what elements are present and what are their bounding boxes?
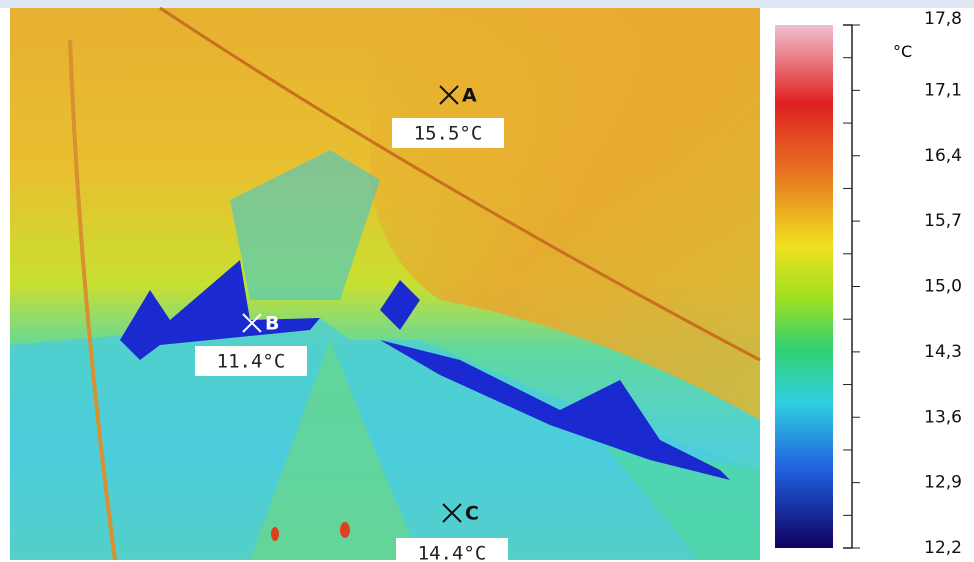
- tick-label: 14,3: [924, 342, 962, 362]
- tick-label: 12,9: [924, 473, 962, 493]
- tick-label: 16,4: [924, 146, 962, 166]
- tick-label: 13,6: [924, 407, 962, 427]
- tick-label: 15,7: [924, 211, 962, 231]
- color-scale: [775, 25, 833, 548]
- tick-label: 17,1: [924, 80, 962, 100]
- thermal-view: A 15.5°C B 11.4°C C 14.4°C 17,8 17,1 16,4 15,7 15…: [0, 0, 974, 562]
- scale-unit: °C: [893, 42, 912, 61]
- marker-label: B: [265, 313, 279, 335]
- tick-label: 12,2: [924, 538, 962, 558]
- tick-label: 15,0: [924, 277, 962, 297]
- marker-label: C: [465, 503, 479, 525]
- marker-label: A: [462, 85, 477, 107]
- scale-bracket: [843, 25, 852, 548]
- thermal-image: [10, 8, 760, 560]
- temperature-label: 14.4°C: [418, 543, 487, 562]
- top-strip: [0, 0, 974, 8]
- tick-label: 17,8: [924, 9, 962, 29]
- temperature-label: 11.4°C: [217, 351, 286, 373]
- temperature-label: 15.5°C: [414, 123, 483, 145]
